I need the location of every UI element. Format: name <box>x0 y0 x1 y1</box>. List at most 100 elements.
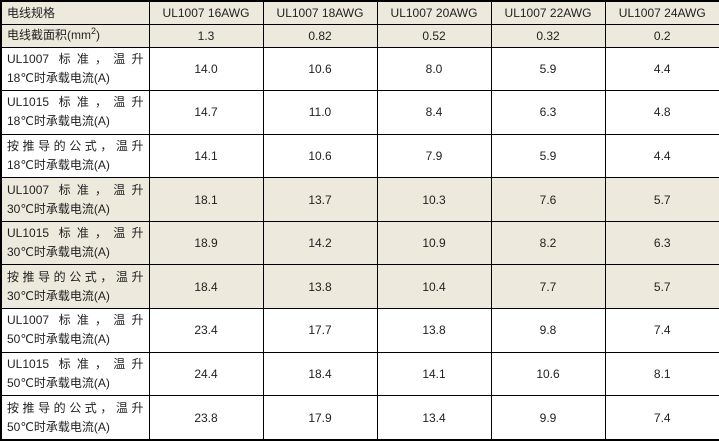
table-row: 按推导的公式，温升 30℃时承载电流(A) 18.4 13.8 10.4 7.7… <box>0 264 719 310</box>
value-cell: 0.82 <box>262 23 378 48</box>
header-cell-16awg: UL1007 16AWG <box>148 0 264 25</box>
row-label-line2: 30℃时承载电流(A) <box>7 201 110 216</box>
value-cell: 4.4 <box>604 46 719 92</box>
value-cell: 5.7 <box>604 264 719 310</box>
value-cell: 9.8 <box>490 308 606 353</box>
row-label-line2: 50℃时承载电流(A) <box>7 375 110 390</box>
value-cell: 10.4 <box>376 264 492 310</box>
area-label-sup: 2 <box>91 26 97 36</box>
table-header-row: 电线规格 UL1007 16AWG UL1007 18AWG UL1007 20… <box>0 0 719 25</box>
value-cell: 18.4 <box>148 264 264 310</box>
row-label-line1: UL1015 标准，温升 <box>7 95 144 110</box>
value-cell: 6.3 <box>604 220 719 266</box>
value-cell: 9.9 <box>490 395 606 441</box>
row-label-line2: 18℃时承载电流(A) <box>7 157 110 172</box>
row-label-area: 电线截面积(mm2) <box>0 23 150 48</box>
row-label: 按推导的公式，温升 50℃时承载电流(A) <box>0 395 150 441</box>
value-cell: 14.2 <box>262 220 378 266</box>
value-cell: 5.7 <box>604 177 719 222</box>
row-label: 按推导的公式，温升 18℃时承载电流(A) <box>0 133 150 179</box>
row-label: UL1007 标准，温升 30℃时承载电流(A) <box>0 177 150 222</box>
row-label: UL1007 标准，温升 18℃时承载电流(A) <box>0 46 150 92</box>
value-cell: 4.4 <box>604 133 719 179</box>
row-label-line2: 50℃时承载电流(A) <box>7 419 110 434</box>
row-label-line2: 50℃时承载电流(A) <box>7 332 110 347</box>
value-cell: 14.0 <box>148 46 264 92</box>
value-cell: 5.9 <box>490 46 606 92</box>
value-cell: 11.0 <box>262 90 378 135</box>
value-cell: 6.3 <box>490 90 606 135</box>
value-cell: 0.2 <box>604 23 719 48</box>
row-label-line1: 按推导的公式，温升 <box>7 400 144 415</box>
value-cell: 10.9 <box>376 220 492 266</box>
row-label-line1: 按推导的公式，温升 <box>7 138 144 153</box>
value-cell: 24.4 <box>148 351 264 397</box>
value-cell: 7.4 <box>604 395 719 441</box>
value-cell: 14.1 <box>148 133 264 179</box>
table-row: UL1007 标准，温升 30℃时承载电流(A) 18.1 13.7 10.3 … <box>0 177 719 222</box>
table-row: UL1007 标准，温升 50℃时承载电流(A) 23.4 17.7 13.8 … <box>0 308 719 353</box>
value-cell: 8.1 <box>604 351 719 397</box>
row-label: UL1007 标准，温升 50℃时承载电流(A) <box>0 308 150 353</box>
value-cell: 17.9 <box>262 395 378 441</box>
value-cell: 0.52 <box>376 23 492 48</box>
value-cell: 13.8 <box>262 264 378 310</box>
value-cell: 23.4 <box>148 308 264 353</box>
value-cell: 10.6 <box>262 46 378 92</box>
value-cell: 18.9 <box>148 220 264 266</box>
value-cell: 14.7 <box>148 90 264 135</box>
row-label-line1: UL1015 标准，温升 <box>7 226 144 241</box>
value-cell: 8.4 <box>376 90 492 135</box>
value-cell: 7.7 <box>490 264 606 310</box>
row-label: UL1015 标准，温升 50℃时承载电流(A) <box>0 351 150 397</box>
value-cell: 13.4 <box>376 395 492 441</box>
table-row: UL1015 标准，温升 50℃时承载电流(A) 24.4 18.4 14.1 … <box>0 351 719 397</box>
value-cell: 10.6 <box>262 133 378 179</box>
value-cell: 14.1 <box>376 351 492 397</box>
value-cell: 10.3 <box>376 177 492 222</box>
row-label: 按推导的公式，温升 30℃时承载电流(A) <box>0 264 150 310</box>
value-cell: 0.32 <box>490 23 606 48</box>
row-label-line2: 18℃时承载电流(A) <box>7 70 110 85</box>
value-cell: 8.2 <box>490 220 606 266</box>
header-cell-18awg: UL1007 18AWG <box>262 0 378 25</box>
row-label-line1: UL1015 标准，温升 <box>7 356 144 371</box>
row-label: UL1015 标准，温升 18℃时承载电流(A) <box>0 90 150 135</box>
table-row: 按推导的公式，温升 50℃时承载电流(A) 23.8 17.9 13.4 9.9… <box>0 395 719 441</box>
row-label-line1: UL1007 标准，温升 <box>7 51 144 66</box>
value-cell: 18.4 <box>262 351 378 397</box>
row-label-line1: 按推导的公式，温升 <box>7 269 144 284</box>
value-cell: 18.1 <box>148 177 264 222</box>
value-cell: 13.8 <box>376 308 492 353</box>
value-cell: 23.8 <box>148 395 264 441</box>
table-row: UL1015 标准，温升 30℃时承载电流(A) 18.9 14.2 10.9 … <box>0 220 719 266</box>
row-label-line2: 30℃时承载电流(A) <box>7 288 110 303</box>
header-cell-20awg: UL1007 20AWG <box>376 0 492 25</box>
value-cell: 4.8 <box>604 90 719 135</box>
header-cell-22awg: UL1007 22AWG <box>490 0 606 25</box>
table-row: 按推导的公式，温升 18℃时承载电流(A) 14.1 10.6 7.9 5.9 … <box>0 133 719 179</box>
value-cell: 5.9 <box>490 133 606 179</box>
header-cell-24awg: UL1007 24AWG <box>604 0 719 25</box>
row-label-line2: 30℃时承载电流(A) <box>7 245 110 260</box>
row-label-line2: 18℃时承载电流(A) <box>7 114 110 129</box>
area-label-post: ) <box>96 28 101 42</box>
row-label-line1: UL1007 标准，温升 <box>7 313 144 328</box>
value-cell: 13.7 <box>262 177 378 222</box>
area-label-pre: 电线截面积(mm <box>7 28 91 42</box>
value-cell: 7.9 <box>376 133 492 179</box>
value-cell: 8.0 <box>376 46 492 92</box>
value-cell: 17.7 <box>262 308 378 353</box>
header-cell-spec: 电线规格 <box>0 0 150 25</box>
value-cell: 7.4 <box>604 308 719 353</box>
table-row-area: 电线截面积(mm2) 1.3 0.82 0.52 0.32 0.2 <box>0 23 719 48</box>
table-row: UL1015 标准，温升 18℃时承载电流(A) 14.7 11.0 8.4 6… <box>0 90 719 135</box>
row-label-line1: UL1007 标准，温升 <box>7 182 144 197</box>
table-row: UL1007 标准，温升 18℃时承载电流(A) 14.0 10.6 8.0 5… <box>0 46 719 92</box>
value-cell: 1.3 <box>148 23 264 48</box>
value-cell: 10.6 <box>490 351 606 397</box>
row-label: UL1015 标准，温升 30℃时承载电流(A) <box>0 220 150 266</box>
value-cell: 7.6 <box>490 177 606 222</box>
